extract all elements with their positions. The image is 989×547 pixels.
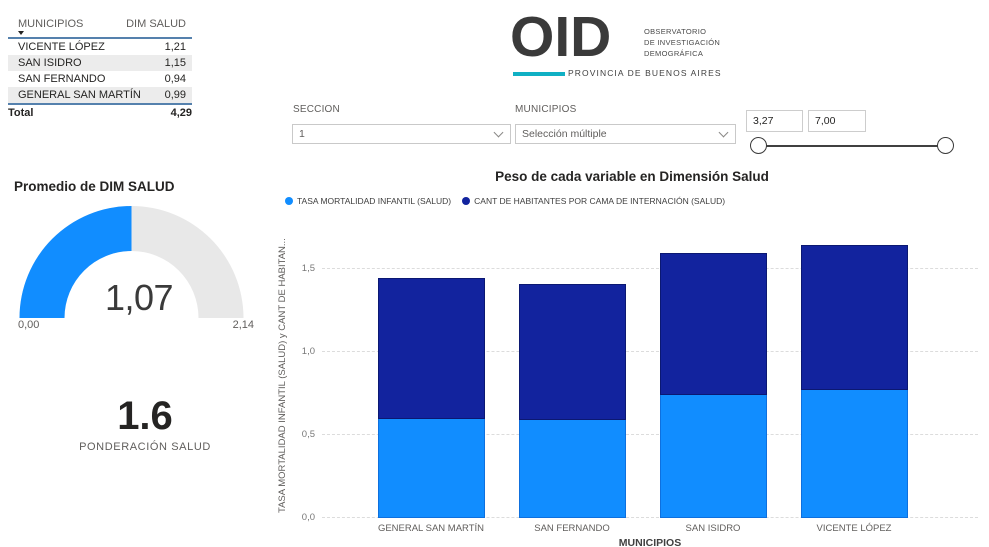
bar-segment-tasa-mortalidad[interactable] [659,395,767,518]
gauge-title: Promedio de DIM SALUD [14,179,175,194]
chevron-down-icon[interactable] [718,127,729,138]
bar-segment-cama-internacion[interactable] [659,252,767,396]
row-municipio: SAN ISIDRO [18,57,82,69]
bar-segment-tasa-mortalidad[interactable] [377,418,485,518]
range-slider-handle-left[interactable] [750,137,767,154]
row-municipio: GENERAL SAN MARTÍN [18,89,141,101]
column-header-municipios[interactable]: MUNICIPIOS [18,18,84,30]
range-slider-track[interactable] [758,145,946,147]
legend-dot-icon [462,197,471,205]
total-label: Total [8,107,34,119]
y-tick-label: 1,0 [301,346,315,358]
total-value: 4,29 [170,107,192,119]
range-min-box [746,110,803,132]
row-value: 0,94 [164,73,186,85]
x-category-label: VICENTE LÓPEZ [816,523,892,534]
municipios-dropdown[interactable]: Selección múltiple [515,124,736,144]
row-value: 1,15 [164,57,186,69]
bar-segment-tasa-mortalidad[interactable] [800,390,908,518]
x-category-label: SAN ISIDRO [685,523,741,534]
gridline [322,351,978,353]
range-max-box [808,110,866,132]
y-tick-label: 1,5 [301,263,315,275]
x-axis-title: MUNICIPIOS [618,537,682,547]
table-row[interactable]: SAN FERNANDO 0,94 [8,71,192,87]
x-category-label: GENERAL SAN MARTÍN [377,523,485,534]
table-row[interactable]: GENERAL SAN MARTÍN 0,99 [8,87,192,103]
municipios-selected-value: Selección múltiple [522,128,607,140]
range-max-input[interactable] [809,111,865,131]
logo-subtitle-line: DE INVESTIGACIÓN [644,37,721,47]
stacked-bar-chart: Peso de cada variable en Dimensión Salud… [275,163,989,547]
row-municipio: SAN FERNANDO [18,73,106,85]
logo-subtitle-line: OBSERVATORIO [644,27,707,36]
range-slider-handle-right[interactable] [937,137,954,154]
row-value: 0,99 [164,89,186,101]
logo-subtitle: OBSERVATORIO DE INVESTIGACIÓN DEMOGRÁFIC… [644,27,720,60]
gridline [322,517,978,518]
x-category-label: SAN FERNANDO [534,523,610,534]
sort-descending-icon[interactable] [18,31,24,35]
legend-dot-icon [285,197,293,205]
oid-logo: OID [510,5,612,69]
chevron-down-icon[interactable] [493,127,504,138]
bar-segment-tasa-mortalidad[interactable] [518,420,626,518]
card-value: 1.6 [117,394,173,438]
plot-area [322,233,978,518]
table-row[interactable]: VICENTE LÓPEZ 1,21 [8,39,192,55]
bar-segment-cama-internacion[interactable] [800,244,908,391]
gauge-chart[interactable] [14,194,264,324]
row-value: 1,21 [164,41,186,53]
column-header-dim-salud[interactable]: DIM SALUD [126,18,186,30]
legend-item[interactable]: CANT DE HABITANTES POR CAMA DE INTERNACI… [462,196,725,206]
legend-label: TASA MORTALIDAD INFANTIL (SALUD) [297,196,452,206]
logo-subtitle-line: DEMOGRÁFICA [644,48,704,58]
gauge-max-label: 2,14 [232,319,254,331]
gauge-arc [19,206,244,318]
seccion-dropdown[interactable]: 1 [292,124,511,144]
gridline [322,268,978,270]
municipios-slicer-label: MUNICIPIOS [515,104,577,115]
y-tick-label: 0,5 [301,429,315,441]
card-label: PONDERACIÓN SALUD [79,441,211,453]
gridline [322,434,978,436]
seccion-selected-value: 1 [299,128,305,140]
table-total-row: Total 4,29 [8,103,192,122]
logo-tagline: PROVINCIA DE BUENOS AIRES [568,68,722,78]
gauge-min-label: 0,00 [18,319,40,331]
ponderacion-card: 1.6 PONDERACIÓN SALUD [45,394,245,453]
municipios-table: MUNICIPIOS DIM SALUD VICENTE LÓPEZ 1,21 … [8,12,192,122]
gauge-callout-value: 1,07 [104,277,174,318]
gauge-fill-arc [19,206,132,318]
y-tick-label: 0,0 [301,512,315,523]
row-municipio: VICENTE LÓPEZ [18,41,105,53]
chart-legend: TASA MORTALIDAD INFANTIL (SALUD) CANT DE… [285,196,736,206]
bar-segment-cama-internacion[interactable] [518,284,626,421]
range-min-input[interactable] [747,111,802,131]
table-header: MUNICIPIOS DIM SALUD [8,12,192,39]
legend-item[interactable]: TASA MORTALIDAD INFANTIL (SALUD) [285,196,451,206]
table-row[interactable]: SAN ISIDRO 1,15 [8,55,192,71]
y-axis-title: TASA MORTALIDAD INFANTIL (SALUD) y CANT … [277,238,288,513]
seccion-slicer-label: SECCION [293,104,340,115]
logo-teal-bar [513,72,565,76]
bar-segment-cama-internacion[interactable] [377,277,485,419]
chart-title: Peso de cada variable en Dimensión Salud [495,169,769,184]
legend-label: CANT DE HABITANTES POR CAMA DE INTERNACI… [474,196,726,206]
